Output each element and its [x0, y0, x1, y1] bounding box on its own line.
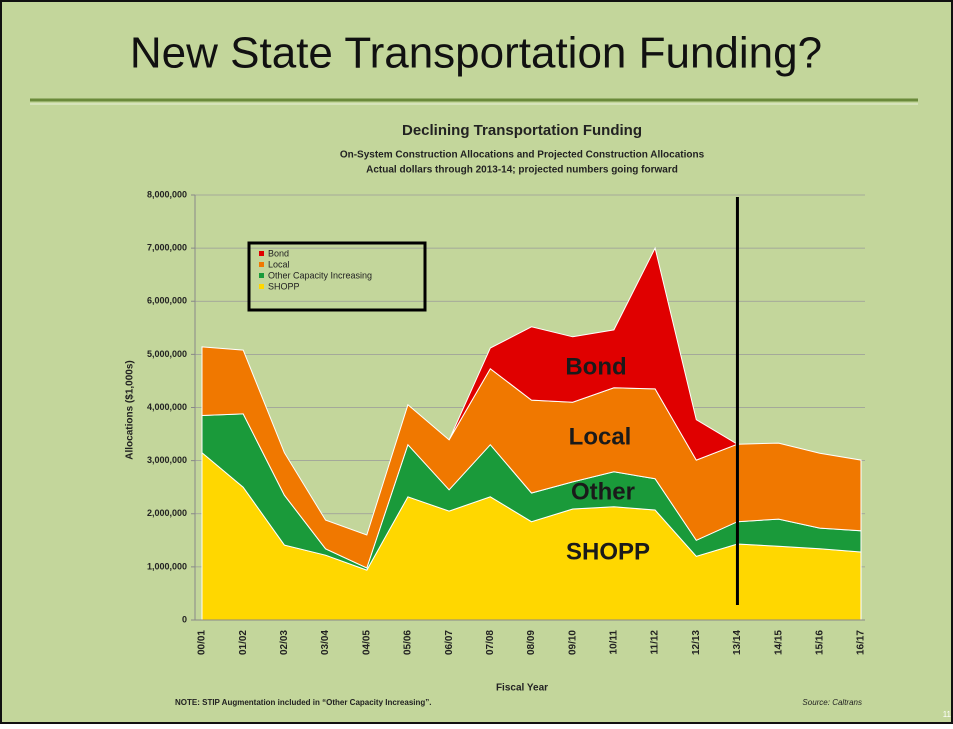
legend-label: Local	[268, 259, 290, 269]
y-tick-label: 5,000,000	[147, 349, 187, 359]
x-tick-label: 15/16	[814, 630, 825, 655]
legend-swatch	[259, 251, 264, 256]
y-tick-label: 4,000,000	[147, 402, 187, 412]
note: NOTE: STIP Augmentation included in “Oth…	[175, 698, 431, 707]
y-axis-label: Allocations ($1,000s)	[125, 360, 136, 459]
x-tick-label: 11/12	[650, 630, 661, 655]
source: Source: Caltrans	[802, 698, 862, 707]
x-tick-label: 14/15	[773, 630, 784, 655]
y-tick-label: 8,000,000	[147, 189, 187, 199]
legend-label: SHOPP	[268, 281, 300, 291]
area-label: Local	[569, 423, 632, 450]
legend-swatch	[259, 273, 264, 278]
area-label: Bond	[565, 353, 626, 380]
x-tick-label: 07/08	[485, 630, 496, 655]
x-tick-label: 10/11	[609, 630, 620, 655]
legend-swatch	[259, 262, 264, 267]
y-tick-label: 6,000,000	[147, 296, 187, 306]
x-tick-label: 00/01	[197, 630, 208, 655]
chart-subtitle: On-System Construction Allocations and P…	[340, 150, 705, 161]
x-tick-label: 01/02	[238, 630, 249, 655]
legend-label: Other Capacity Increasing	[268, 270, 372, 280]
y-tick-label: 7,000,000	[147, 243, 187, 253]
x-axis-label: Fiscal Year	[496, 683, 548, 694]
x-tick-label: 04/05	[361, 630, 372, 655]
page-number: 11	[943, 710, 952, 719]
x-tick-label: 13/14	[732, 630, 743, 655]
x-tick-label: 02/03	[279, 630, 290, 655]
x-tick-label: 12/13	[691, 630, 702, 655]
x-tick-label: 06/07	[444, 630, 455, 655]
y-tick-label: 1,000,000	[147, 561, 187, 571]
area	[201, 346, 862, 569]
legend-box	[247, 241, 427, 312]
x-tick-label: 16/17	[856, 630, 867, 655]
slide-title: New State Transportation Funding?	[130, 29, 822, 78]
y-tick-label: 3,000,000	[147, 455, 187, 465]
y-tick-label: 2,000,000	[147, 508, 187, 518]
x-tick-label: 05/06	[403, 630, 414, 655]
x-tick-label: 09/10	[567, 630, 578, 655]
area-label: Other	[571, 478, 635, 505]
y-tick-label: 0	[182, 614, 187, 624]
area-label: SHOPP	[566, 538, 650, 565]
legend-label: Bond	[268, 248, 289, 258]
chart-subtitle: Actual dollars through 2013-14; projecte…	[366, 165, 678, 176]
x-tick-label: 08/09	[526, 630, 537, 655]
chart-title: Declining Transportation Funding	[402, 122, 642, 139]
legend-swatch	[259, 284, 264, 289]
x-tick-label: 03/04	[320, 630, 331, 655]
